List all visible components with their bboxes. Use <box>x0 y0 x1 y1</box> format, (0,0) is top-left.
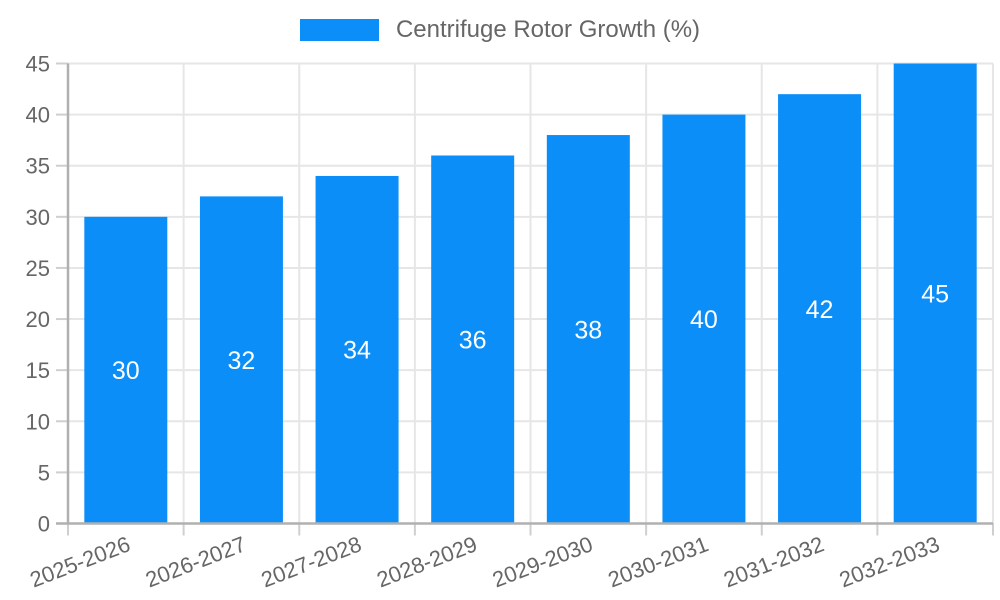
bar <box>199 196 283 524</box>
bar <box>431 155 515 524</box>
y-tick-label: 30 <box>26 205 50 230</box>
bar-value-label: 38 <box>574 316 602 344</box>
bar <box>893 63 977 524</box>
x-tick-label: 2029-2030 <box>489 531 596 592</box>
x-tick-label: 2027-2028 <box>258 531 365 592</box>
bar <box>546 135 630 524</box>
bar <box>662 114 746 524</box>
bar-value-label: 30 <box>112 357 140 385</box>
x-tick-label: 2025-2026 <box>26 531 133 592</box>
bar <box>315 175 399 524</box>
bar-value-label: 42 <box>806 296 834 324</box>
bar-value-label: 36 <box>459 327 487 355</box>
legend-label: Centrifuge Rotor Growth (%) <box>395 16 701 43</box>
x-tick-label: 2026-2027 <box>142 531 249 592</box>
legend-swatch <box>299 19 379 41</box>
bar-value-label: 34 <box>343 337 371 365</box>
y-tick-label: 45 <box>26 52 50 77</box>
legend[interactable]: Centrifuge Rotor Growth (%) <box>0 15 1000 45</box>
bar-value-label: 45 <box>921 281 949 309</box>
y-tick-label: 10 <box>26 409 50 434</box>
bar <box>778 94 862 524</box>
y-tick-label: 15 <box>26 358 50 383</box>
y-tick-label: 40 <box>26 103 50 128</box>
y-tick-label: 0 <box>38 512 50 537</box>
x-tick-label: 2028-2029 <box>373 531 480 592</box>
x-tick-label: 2031-2032 <box>720 531 827 592</box>
y-tick-label: 25 <box>26 256 50 281</box>
y-tick-label: 20 <box>26 307 50 332</box>
bar <box>84 216 168 524</box>
x-tick-label: 2030-2031 <box>605 531 712 592</box>
bar-value-label: 40 <box>690 306 718 334</box>
bar-value-label: 32 <box>228 347 256 375</box>
x-tick-label: 2032-2033 <box>836 531 943 592</box>
y-tick-label: 5 <box>38 460 50 485</box>
y-tick-label: 35 <box>26 154 50 179</box>
